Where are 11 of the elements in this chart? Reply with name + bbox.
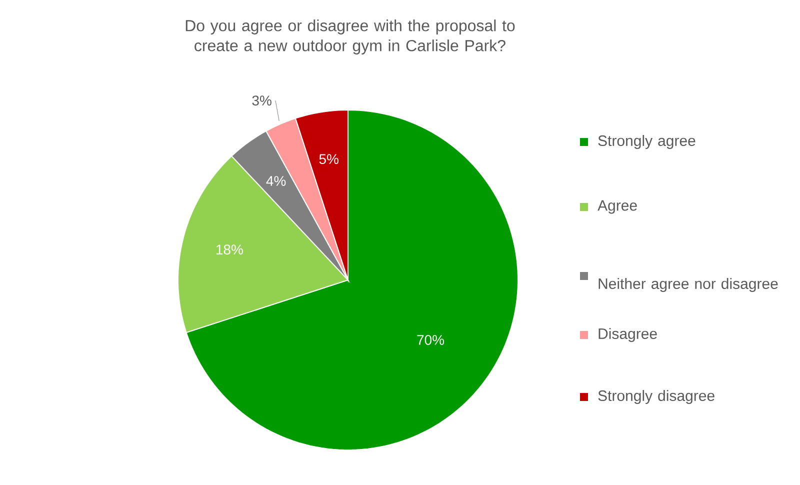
data-label: 70% [417,334,444,345]
chart-title: Do you agree or disagree with the proposal to create a new outdoor gym in Carlisle Park? [186,20,515,54]
legend-label: Agree [598,200,637,214]
legend-label: Strongly agree [598,135,696,149]
data-label: 5% [319,154,338,164]
data-label: 3% [252,96,272,106]
data-label: 18% [216,244,243,255]
data-label: 4% [266,176,286,186]
legend-label: Neither agree nor disagree [598,278,778,292]
legend-label: Disagree [598,328,657,342]
legend-label: Strongly disagree [598,390,714,404]
